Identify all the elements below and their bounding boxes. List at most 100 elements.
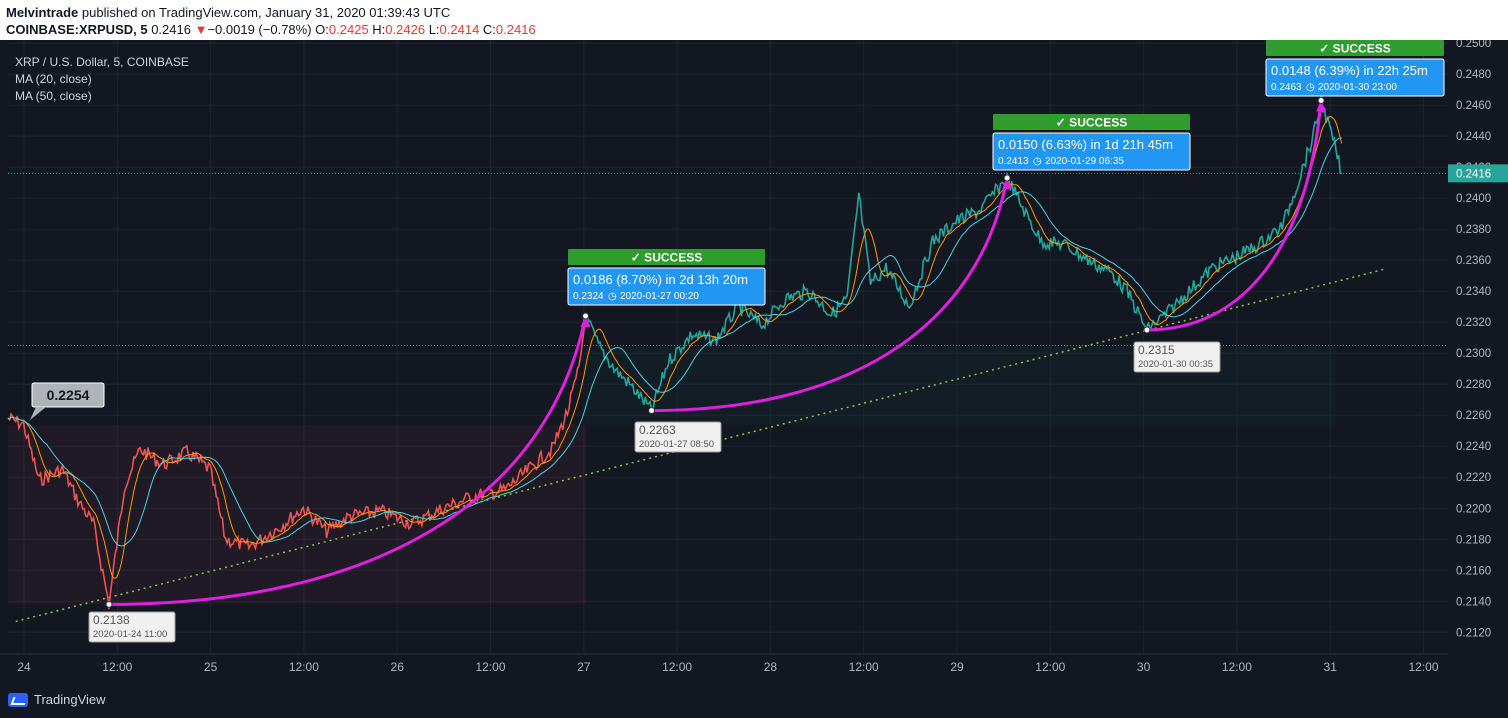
low-callout-3-price: 0.2315 [1138, 343, 1175, 357]
legend-ma50[interactable]: MA (50, close) [15, 89, 92, 103]
price-axis-tick: 0.2340 [1456, 286, 1491, 298]
pivot-point-marker[interactable] [1003, 174, 1011, 182]
pivot-point-marker[interactable] [1317, 96, 1325, 104]
time-axis-tick: 27 [577, 660, 591, 674]
curve-3 [1146, 100, 1323, 332]
annotation-2-info-box[interactable] [992, 132, 1191, 171]
publish-info: Melvintrade published on TradingView.com… [6, 5, 450, 20]
price-axis-tick: 0.2360 [1456, 255, 1491, 267]
price-axis-tick: 0.2480 [1456, 69, 1491, 81]
time-axis-tick: 26 [391, 660, 405, 674]
down-arrow-icon: ▼ [194, 22, 208, 37]
time-axis-tick: 31 [1324, 660, 1338, 674]
time-axis-tick: 30 [1137, 660, 1151, 674]
shaded-region-down [8, 424, 586, 605]
annotation-1-info-box[interactable] [567, 267, 766, 306]
time-axis-tick: 12:00 [1222, 660, 1252, 674]
time-axis-tick: 25 [204, 660, 218, 674]
low-callout-2[interactable]: 0.2263 2020-01-27 08:50 [634, 421, 722, 453]
curve-1 [109, 315, 588, 606]
start-price-label-box [31, 382, 105, 408]
curve-2 [651, 177, 1009, 413]
start-price-label-pointer [30, 407, 46, 420]
price-change: −0.0019 (−0.78%) [207, 22, 312, 37]
curve-2-arrowhead [1002, 177, 1013, 189]
annotation-1-success-label: ✓ SUCCESS [631, 251, 702, 265]
close-label: C: [482, 22, 496, 37]
annotation-1-info-line1: 0.0186 (8.70%) in 2d 13h 20m [573, 272, 748, 287]
annotation-1-clock-icon: ◷ [608, 291, 617, 302]
time-axis-tick: 12:00 [289, 660, 319, 674]
time-axis-tick: 12:00 [475, 660, 505, 674]
current-price-tag [1448, 164, 1508, 183]
price-axis-tick: 0.2220 [1456, 472, 1491, 484]
trend-line [15, 268, 1384, 623]
price-axis-tick: 0.2380 [1456, 224, 1491, 236]
pivot-point-marker[interactable] [1143, 326, 1151, 334]
annotation-2-success-bar [993, 114, 1190, 130]
annotation-2-info-price: 0.2413 [998, 156, 1029, 167]
low-callout-1-date: 2020-01-24 11:00 [93, 629, 167, 640]
high-label: H: [372, 22, 386, 37]
annotation-1-info-price: 0.2324 [573, 291, 604, 302]
annotation-2-info-date: 2020-01-29 06:35 [1045, 156, 1124, 167]
low-callout-2-date: 2020-01-27 08:50 [639, 439, 714, 450]
last-price: 0.2416 [151, 22, 191, 37]
brand-name: TradingView [34, 692, 106, 707]
annotation-2-clock-icon: ◷ [1033, 156, 1042, 167]
annotation-2-success-label: ✓ SUCCESS [1056, 116, 1127, 130]
curve-1-arrowhead [580, 315, 591, 327]
price-axis-tick: 0.2200 [1456, 503, 1491, 515]
price-axis-tick: 0.2320 [1456, 317, 1491, 329]
curve-3-arrowhead [1316, 100, 1327, 112]
price-axis-tick: 0.2180 [1456, 534, 1491, 546]
pivot-point-marker[interactable] [582, 312, 590, 320]
annotation-3-clock-icon: ◷ [1306, 82, 1315, 93]
annotation-3-success-label: ✓ SUCCESS [1319, 42, 1390, 56]
price-axis-tick: 0.2440 [1456, 131, 1491, 143]
annotation-3-info-price: 0.2463 [1271, 82, 1302, 93]
ohlc-line: COINBASE:XRPUSD, 5 0.2416 ▼−0.0019 (−0.7… [6, 22, 536, 37]
start-price-label: 0.2254 [47, 387, 90, 403]
annotation-2-info-line1: 0.0150 (6.63%) in 1d 21h 45m [998, 137, 1173, 152]
time-axis-tick: 12:00 [1408, 660, 1438, 674]
legend-ma20[interactable]: MA (20, close) [15, 72, 92, 86]
published-text: published on TradingView.com, January 31… [81, 5, 451, 20]
annotation-3-info-box[interactable] [1265, 58, 1445, 97]
price-axis-tick: 0.2160 [1456, 565, 1491, 577]
price-axis-tick: 0.2120 [1456, 627, 1491, 639]
time-axis-tick: 29 [950, 660, 964, 674]
low-callout-3-date: 2020-01-30 00:35 [1138, 359, 1213, 370]
price-axis[interactable] [1448, 40, 1508, 654]
price-axis-tick: 0.2500 [1456, 38, 1491, 50]
price-axis-tick: 0.2280 [1456, 379, 1491, 391]
tradingview-logo[interactable]: TradingView [8, 692, 106, 707]
symbol-label: COINBASE:XRPUSD, 5 [6, 22, 148, 37]
footer: TradingView [0, 682, 1508, 718]
time-axis-tick: 12:00 [102, 660, 132, 674]
shaded-region-up [586, 345, 1336, 425]
annotation-3-info-line1: 0.0148 (6.39%) in 22h 25m [1271, 63, 1428, 78]
pivot-point-marker[interactable] [105, 600, 113, 608]
tradingview-logo-icon [8, 692, 28, 707]
low-callout-1-price: 0.2138 [93, 613, 130, 627]
low-callout-3[interactable]: 0.2315 2020-01-30 00:35 [1133, 341, 1221, 373]
price-series-up [584, 96, 1342, 412]
low-value: 0.2414 [439, 22, 480, 37]
close-value: 0.2416 [495, 22, 536, 37]
pivot-point-marker[interactable] [648, 407, 656, 415]
low-callout-2-price: 0.2263 [639, 423, 676, 437]
time-axis-tick: 12:00 [849, 660, 879, 674]
low-callout-1[interactable]: 0.2138 2020-01-24 11:00 [88, 611, 176, 643]
chart-legend: XRP / U.S. Dollar, 5, COINBASE MA (20, c… [15, 54, 189, 105]
time-axis-tick: 28 [764, 660, 778, 674]
legend-symbol[interactable]: XRP / U.S. Dollar, 5, COINBASE [15, 55, 189, 69]
open-label: O: [315, 22, 329, 37]
time-axis[interactable] [0, 654, 1508, 682]
price-axis-tick: 0.2140 [1456, 596, 1491, 608]
ma20-line [7, 115, 1343, 579]
publisher-name[interactable]: Melvintrade [6, 5, 79, 20]
time-axis-tick: 12:00 [662, 660, 692, 674]
price-axis-tick: 0.2460 [1456, 100, 1491, 112]
